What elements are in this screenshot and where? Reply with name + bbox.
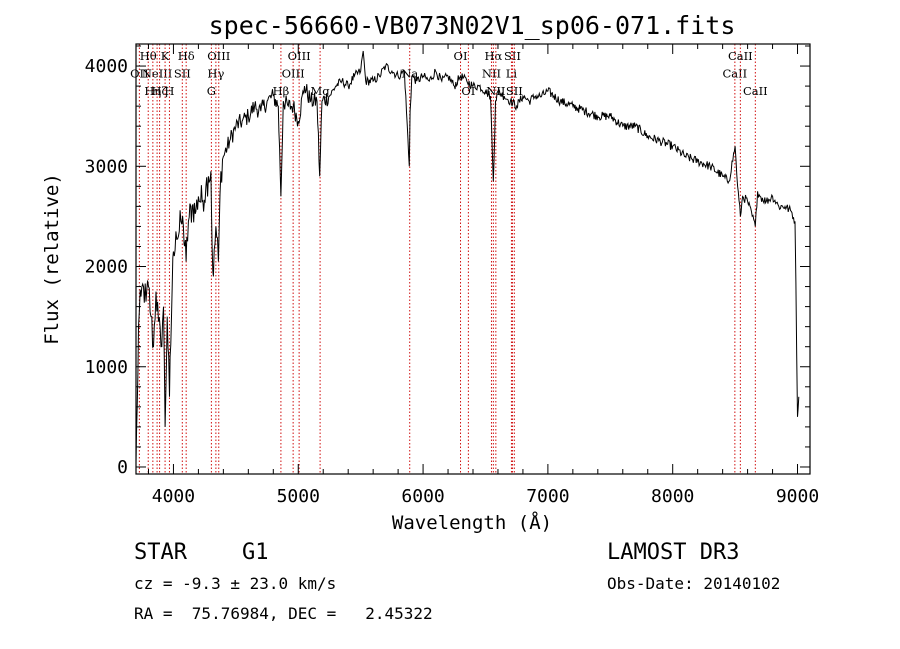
y-tick-label-2: 2000 bbox=[85, 257, 128, 278]
x-tick-label-5: 9000 bbox=[776, 486, 819, 507]
line-marker-label-9: G bbox=[207, 84, 216, 98]
y-axis-label: Flux (relative) bbox=[41, 173, 63, 345]
line-marker-label-22: Li bbox=[506, 67, 518, 81]
line-marker-label-7: SII bbox=[174, 67, 191, 81]
series-layer bbox=[135, 50, 800, 463]
line-marker-label-1: Hθ bbox=[140, 49, 157, 63]
line-marker-label-17: OI bbox=[454, 49, 468, 63]
line-marker-label-27: CaII bbox=[743, 84, 768, 98]
line-marker-label-19: NII bbox=[482, 67, 501, 81]
line-marker-label-11: OIII bbox=[207, 49, 230, 63]
line-marker-label-12: Hβ bbox=[273, 84, 290, 98]
line-marker-label-5: K bbox=[161, 49, 170, 63]
line-marker-label-23: SII bbox=[504, 49, 521, 63]
obs-date: Obs-Date: 20140102 bbox=[607, 574, 781, 593]
object-class: STAR bbox=[134, 540, 187, 565]
y-tick-label-0: 0 bbox=[117, 457, 128, 478]
redshift-text: cz = -9.3 ± 23.0 km/s bbox=[134, 574, 337, 593]
x-tick-label-4: 8000 bbox=[651, 486, 694, 507]
line-marker-label-18: OI bbox=[461, 84, 475, 98]
x-axis-label: Wavelength (Å) bbox=[392, 511, 552, 534]
tick-layer: 4000 5000 6000 7000 8000 9000 0 1000 2000 3000 400… bbox=[85, 44, 819, 507]
x-tick-label-3: 7000 bbox=[526, 486, 569, 507]
line-marker-label-10: Hγ bbox=[207, 67, 224, 81]
line-marker-label-24: SII bbox=[506, 84, 523, 98]
survey-name: LAMOST DR3 bbox=[607, 540, 740, 565]
line-marker-label-14: OIII bbox=[288, 49, 311, 63]
y-tick-label-1: 1000 bbox=[85, 357, 128, 378]
chart-title: spec-56660-VB073N02V1_sp06-071.fits bbox=[209, 11, 736, 40]
y-tick-label-3: 3000 bbox=[85, 156, 128, 177]
coordinates: RA = 75.76984, DEC = 2.45322 bbox=[134, 604, 433, 623]
line-marker-label-0: OII bbox=[130, 67, 149, 81]
y-tick-label-4: 4000 bbox=[85, 56, 128, 77]
plot-frame bbox=[135, 43, 811, 475]
line-marker-label-13: OIII bbox=[282, 67, 305, 81]
x-tick-label-0: 4000 bbox=[152, 486, 195, 507]
line-marker-label-25: CaII bbox=[722, 67, 747, 81]
object-subclass: G1 bbox=[242, 540, 269, 565]
series-line-flux bbox=[135, 50, 800, 463]
line-marker-label-8: Hδ bbox=[178, 49, 195, 63]
x-tick-label-1: 5000 bbox=[277, 486, 320, 507]
line-marker-label-15: Mg bbox=[311, 84, 331, 98]
line-marker-label-6: H bbox=[164, 84, 174, 98]
line-marker-label-26: CaII bbox=[728, 49, 753, 63]
line-marker-label-4: Hζ bbox=[151, 84, 167, 98]
line-marker-label-3: NeIII bbox=[142, 67, 173, 81]
line-marker-label-20: Hα bbox=[484, 49, 502, 63]
x-tick-label-2: 6000 bbox=[401, 486, 444, 507]
line-marker-layer: OIIHθHηNeIIIHζKHSIIHδGHγOIIIHβOIIIOIIIMg… bbox=[130, 44, 768, 474]
